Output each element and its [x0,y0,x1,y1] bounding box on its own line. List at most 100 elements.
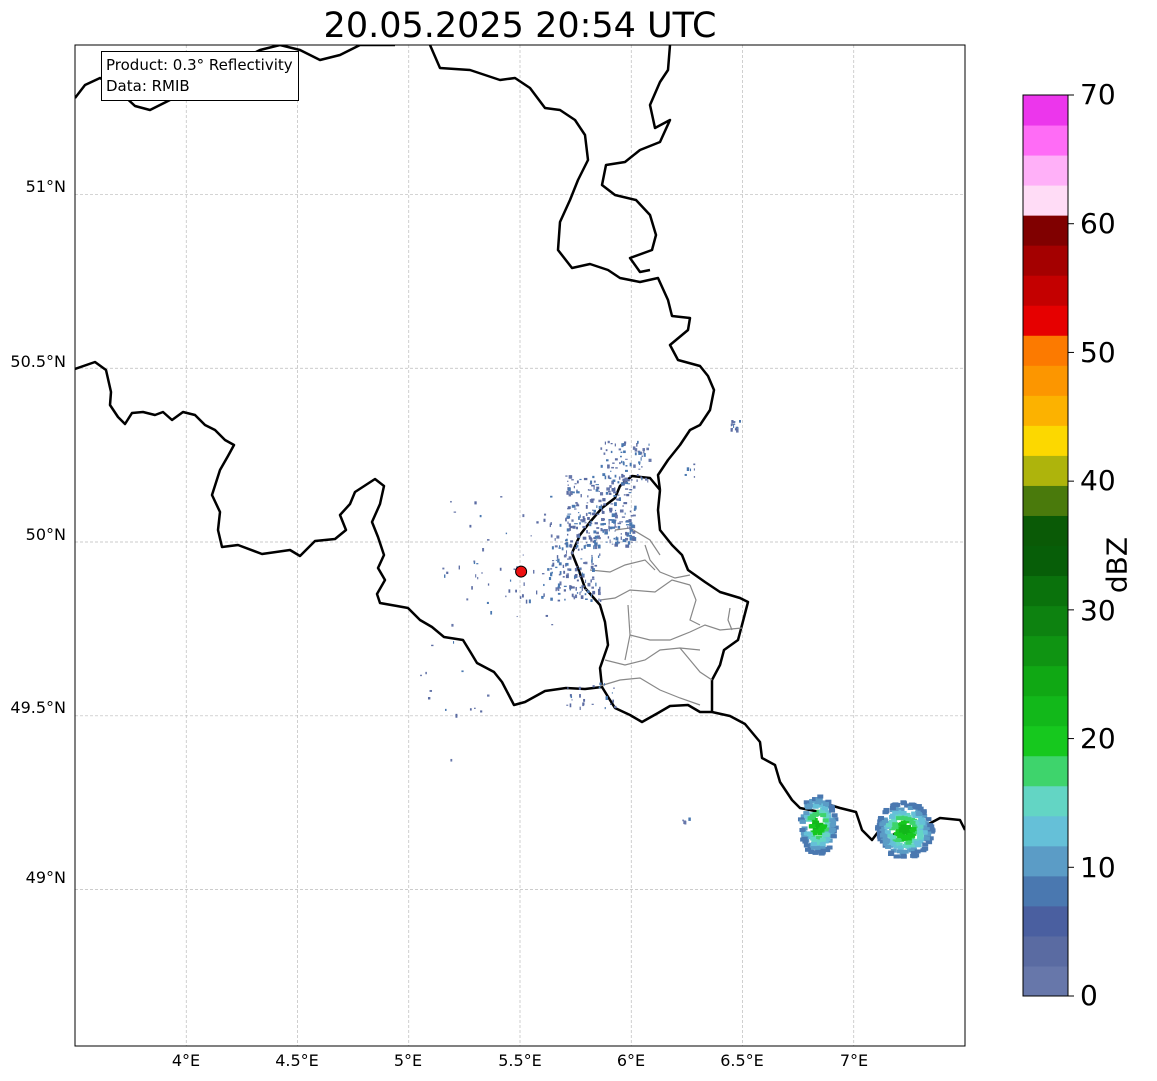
echo-pixel [561,547,564,551]
echo-pixel [813,820,820,825]
echo-pixel [815,797,822,802]
product-label: Product: 0.3° Reflectivity [106,56,293,74]
echo-pixel [582,525,587,529]
colorbar-segment [1023,275,1068,306]
echo-pixel [594,564,598,567]
echo-pixel [557,599,561,602]
echo-pixel [629,529,633,532]
echo-pixel [909,820,916,825]
echo-pixel [614,458,618,461]
echo-pixel [928,827,935,832]
echo-pixel [614,523,616,527]
data-source-label: Data: RMIB [106,77,190,95]
echo-pixel [564,598,566,601]
echo-pixel [444,574,446,578]
echo-pixel [625,477,628,482]
echo-pixel [519,596,522,599]
echo-pixel [801,837,808,842]
echo-pixel [613,494,617,497]
echo-pixel [579,694,581,698]
echo-pixel [877,837,884,842]
echo-pixel [896,816,903,821]
echo-pixel [607,475,610,479]
border-belgium-netherlands-2 [428,45,716,491]
echo-pixel [584,588,588,590]
echo-pixel [885,823,892,828]
echo-pixel [563,570,566,574]
echo-pixel [629,510,632,513]
echo-pixel [588,535,591,538]
echo-pixel [830,834,837,839]
echo-pixel [615,467,618,469]
echo-pixel [600,447,603,450]
echo-pixel [913,820,920,825]
echo-pixel [630,479,633,481]
echo-pixel [920,809,927,814]
echo-pixel [588,512,592,514]
echo-pixel [487,694,490,697]
echo-pixel [608,492,612,495]
colorbar-tick-label: 40 [1080,464,1116,497]
echo-pixel [632,538,636,541]
echo-pixel [584,579,587,583]
colorbar-segment [1023,245,1068,276]
echo-pixel [466,598,469,601]
echo-pixel [579,591,581,596]
echo-pixel [595,582,597,587]
echo-pixel [569,703,572,708]
echo-pixel [895,822,902,827]
colorbar-tick-label: 0 [1080,979,1098,1012]
echo-pixel [487,583,490,586]
echo-pixel [591,559,593,563]
echo-pixel [619,521,624,523]
echo-pixel [608,525,610,530]
echo-pixel [910,827,917,832]
echo-pixel [505,595,507,598]
echo-pixel [824,822,831,827]
echo-pixel [902,849,909,854]
echo-pixel [580,494,582,498]
echo-pixel [569,544,573,548]
echo-pixel [600,599,602,602]
echo-pixel [888,850,895,855]
echo-pixel [911,854,918,859]
echo-pixel [896,842,903,847]
echo-pixel [590,565,594,569]
echo-pixel [912,813,919,818]
echo-pixel [589,482,592,485]
colorbar-tick-label: 30 [1080,594,1116,627]
echo-pixel [887,840,894,845]
x-tick-label: 4.5°E [275,1051,319,1070]
echo-pixel [587,489,589,491]
echo-pixel [647,478,649,483]
echo-pixel [879,822,886,827]
echo-pixel [888,819,895,824]
echo-pixel [682,819,684,822]
echo-pixel [568,523,571,527]
echo-pixel [910,851,917,856]
echo-pixel [425,671,427,675]
echo-pixel [563,589,566,592]
colorbar-segment [1023,815,1068,847]
echo-pixel [817,803,824,808]
echo-pixel [565,475,568,477]
echo-pixel [922,825,929,830]
colorbar-tick-label: 60 [1080,207,1116,240]
echo-pixel [562,575,565,578]
border-netherlands-germany [600,45,672,274]
echo-pixel [618,494,620,497]
echo-pixel [499,567,502,571]
echo-pixel [629,536,634,541]
echo-pixel [914,849,921,854]
echo-pixel [568,527,571,531]
echo-pixel [623,443,626,446]
echo-pixel [630,535,635,538]
echo-pixel [585,512,588,517]
echo-pixel [455,713,458,718]
echo-pixel [603,452,606,455]
echo-pixel [581,548,583,551]
echo-pixel [640,476,642,478]
echo-pixel [905,817,912,822]
colorbar-segment [1023,125,1068,156]
echo-pixel [822,818,829,823]
